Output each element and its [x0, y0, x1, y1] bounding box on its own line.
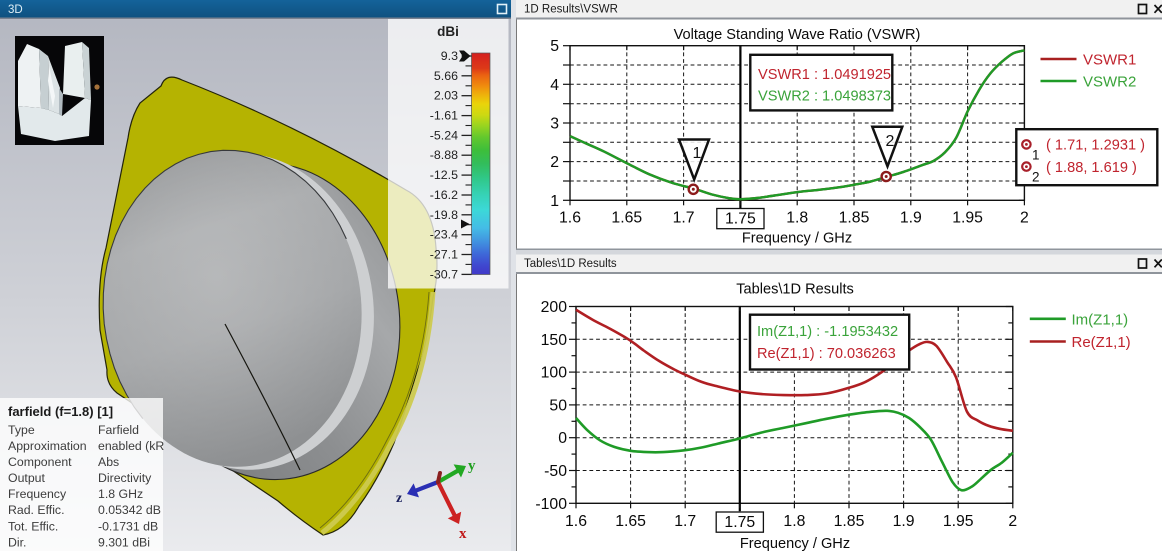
svg-text:5: 5	[550, 38, 559, 55]
svg-text:-16.2: -16.2	[430, 188, 458, 202]
svg-text:Re(Z1,1) : 70.036263: Re(Z1,1) : 70.036263	[757, 346, 896, 362]
svg-text:2: 2	[1032, 170, 1040, 185]
svg-text:1: 1	[550, 193, 559, 210]
svg-text:1.65: 1.65	[611, 210, 642, 227]
svg-text:Re(Z1,1): Re(Z1,1)	[1072, 334, 1131, 351]
svg-text:VSWR2: VSWR2	[1083, 74, 1136, 91]
svg-text:1.95: 1.95	[943, 513, 974, 530]
svg-text:3D: 3D	[8, 4, 23, 16]
svg-text:1.75: 1.75	[724, 514, 755, 531]
svg-text:-27.1: -27.1	[430, 248, 458, 262]
svg-text:100: 100	[541, 365, 568, 382]
svg-text:0.05342 dB: 0.05342 dB	[98, 503, 161, 517]
svg-text:-50: -50	[544, 463, 567, 480]
svg-text:( 1.71, 1.2931 ): ( 1.71, 1.2931 )	[1046, 138, 1145, 154]
svg-text:Tables\1D Results: Tables\1D Results	[736, 282, 854, 298]
svg-text:z: z	[396, 491, 402, 506]
svg-text:2: 2	[550, 154, 559, 171]
svg-text:1D Results\VSWR: 1D Results\VSWR	[524, 4, 618, 16]
svg-text:-5.24: -5.24	[430, 128, 458, 142]
svg-text:y: y	[468, 458, 476, 474]
svg-text:3: 3	[550, 116, 559, 133]
svg-text:dBi: dBi	[437, 24, 459, 39]
svg-text:Dir.: Dir.	[8, 535, 26, 549]
svg-text:farfield (f=1.8) [1]: farfield (f=1.8) [1]	[8, 404, 113, 419]
svg-text:x: x	[459, 526, 467, 542]
svg-text:Frequency / GHz: Frequency / GHz	[740, 536, 850, 551]
svg-text:VSWR2 : 1.0498373: VSWR2 : 1.0498373	[758, 89, 891, 105]
svg-text:-0.1731 dB: -0.1731 dB	[98, 519, 158, 533]
svg-text:50: 50	[549, 397, 567, 414]
svg-text:-19.8: -19.8	[430, 208, 458, 222]
svg-text:enabled (kR: enabled (kR	[98, 439, 164, 453]
svg-text:-23.4: -23.4	[430, 228, 458, 242]
svg-text:Component: Component	[8, 455, 72, 469]
svg-text:0: 0	[558, 430, 567, 447]
svg-text:2: 2	[1008, 513, 1017, 530]
svg-text:1: 1	[693, 145, 702, 162]
svg-text:-8.88: -8.88	[430, 148, 458, 162]
svg-text:1.7: 1.7	[673, 210, 695, 227]
svg-text:2.03: 2.03	[434, 89, 458, 103]
svg-text:1.9: 1.9	[893, 513, 915, 530]
svg-text:1.8 GHz: 1.8 GHz	[98, 487, 143, 501]
svg-text:1.65: 1.65	[615, 513, 646, 530]
svg-text:150: 150	[541, 332, 568, 349]
svg-text:1.8: 1.8	[783, 513, 805, 530]
svg-text:( 1.88, 1.619 ): ( 1.88, 1.619 )	[1046, 160, 1137, 176]
svg-text:Abs: Abs	[98, 455, 119, 469]
svg-text:VSWR1 : 1.0491925: VSWR1 : 1.0491925	[758, 67, 891, 83]
svg-text:5.66: 5.66	[434, 69, 458, 83]
svg-text:1: 1	[1032, 147, 1040, 162]
svg-text:-100: -100	[535, 496, 567, 513]
svg-text:Frequency / GHz: Frequency / GHz	[742, 231, 852, 247]
svg-text:-30.7: -30.7	[430, 267, 458, 281]
svg-text:VSWR1: VSWR1	[1083, 52, 1136, 69]
svg-text:1.85: 1.85	[834, 513, 865, 530]
svg-text:Type: Type	[8, 423, 35, 437]
svg-text:1.85: 1.85	[839, 210, 870, 227]
svg-text:1.8: 1.8	[786, 210, 808, 227]
svg-text:1.6: 1.6	[565, 513, 587, 530]
svg-text:-1.61: -1.61	[430, 109, 458, 123]
svg-text:1.6: 1.6	[559, 210, 581, 227]
svg-text:Rad. Effic.: Rad. Effic.	[8, 503, 65, 517]
svg-text:-12.5: -12.5	[430, 168, 458, 182]
svg-text:9.301 dBi: 9.301 dBi	[98, 535, 150, 549]
svg-text:2: 2	[1020, 210, 1029, 227]
svg-text:1.9: 1.9	[900, 210, 922, 227]
svg-text:Approximation: Approximation	[8, 439, 87, 453]
svg-text:200: 200	[541, 299, 568, 316]
svg-text:Farfield: Farfield	[98, 423, 139, 437]
svg-text:Tables\1D Results: Tables\1D Results	[524, 258, 617, 270]
svg-text:1.7: 1.7	[674, 513, 696, 530]
svg-text:4: 4	[550, 77, 559, 94]
svg-text:2: 2	[886, 133, 895, 150]
svg-text:Output: Output	[8, 471, 45, 485]
svg-text:9.3: 9.3	[441, 49, 458, 63]
svg-text:Im(Z1,1) : -1.1953432: Im(Z1,1) : -1.1953432	[757, 324, 898, 340]
svg-text:1.95: 1.95	[952, 210, 983, 227]
svg-text:1.75: 1.75	[725, 211, 756, 228]
svg-text:Voltage Standing Wave Ratio (V: Voltage Standing Wave Ratio (VSWR)	[674, 27, 921, 43]
svg-text:Directivity: Directivity	[98, 471, 152, 485]
svg-text:Tot. Effic.: Tot. Effic.	[8, 519, 58, 533]
svg-text:Im(Z1,1): Im(Z1,1)	[1072, 312, 1129, 329]
svg-text:Frequency: Frequency	[8, 487, 67, 501]
